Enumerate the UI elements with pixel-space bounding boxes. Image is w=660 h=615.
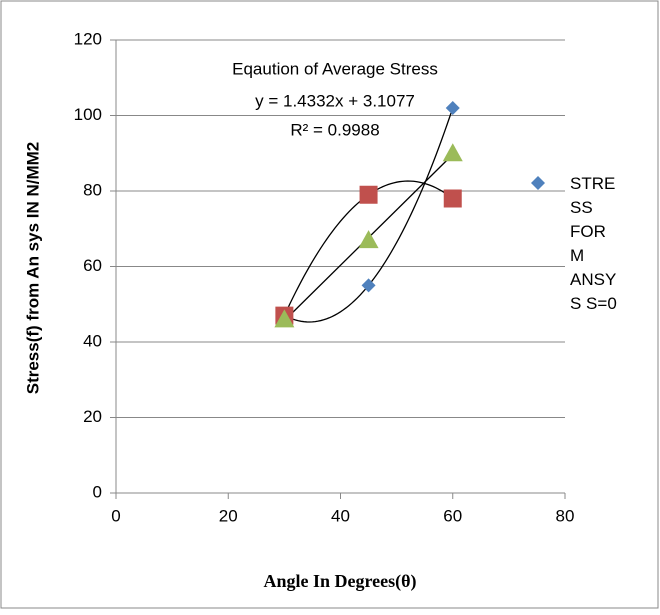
legend-label: STRESS FORM ANSYS S=0 [570,174,617,313]
x-axis-title: Angle In Degrees(θ) [263,571,416,592]
y-axis-title: Stress(f) from An sys IN N/MM2 [23,142,42,395]
y-tick-label: 40 [83,331,102,350]
marker [274,309,295,328]
x-tick-label: 40 [331,506,350,525]
y-tick-label: 0 [93,482,102,501]
annotation: R² = 0.9988 [290,120,379,139]
y-tick-label: 120 [74,29,102,48]
annotation: Eqaution of Average Stress [232,59,438,78]
y-tick-label: 80 [83,180,102,199]
y-tick-label: 100 [74,105,102,124]
marker [442,143,463,162]
marker [359,185,378,204]
x-tick-label: 60 [443,506,462,525]
x-tick-label: 0 [111,506,120,525]
y-tick-label: 60 [83,256,102,275]
annotation: y = 1.4332x + 3.1077 [255,91,415,110]
marker [445,100,460,115]
legend-marker [531,176,545,190]
marker [358,230,379,249]
x-tick-label: 80 [556,506,575,525]
marker [443,189,462,208]
y-tick-label: 20 [83,407,102,426]
marker [361,278,376,293]
x-tick-label: 20 [219,506,238,525]
